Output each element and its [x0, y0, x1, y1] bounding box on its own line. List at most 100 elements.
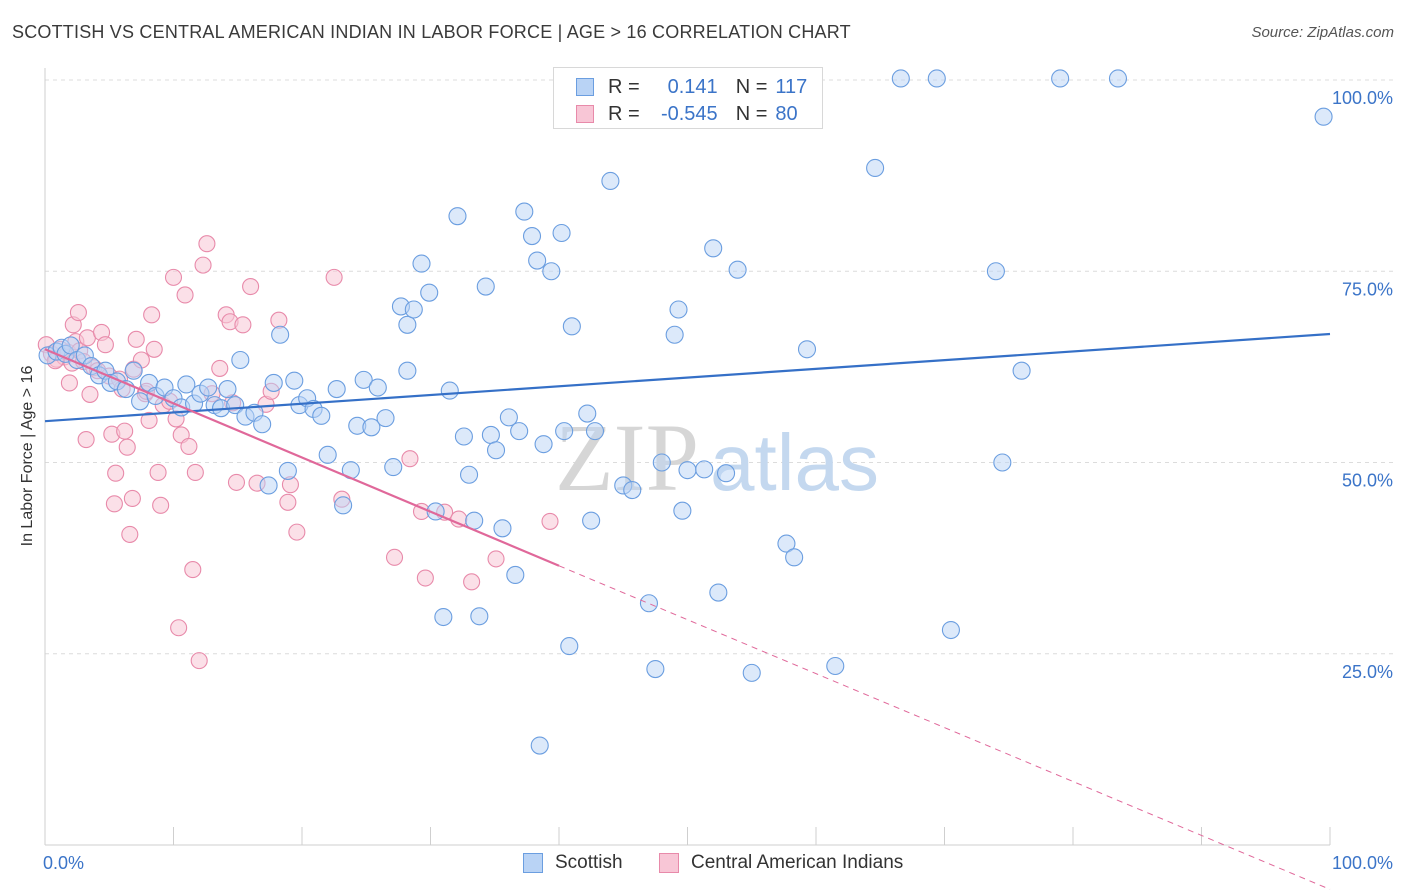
legend-item-central[interactable]: Central American Indians — [659, 852, 903, 874]
scottish-point — [454, 427, 473, 446]
scottish-point — [669, 300, 688, 319]
scottish-point — [986, 262, 1005, 281]
legend-label-central: Central American Indians — [691, 852, 904, 873]
scottish-point — [530, 736, 549, 755]
scottish-point — [927, 69, 946, 88]
central-point — [288, 523, 306, 541]
scottish-point — [528, 251, 547, 270]
scottish-point — [131, 392, 150, 411]
r-value: -0.545 — [660, 102, 718, 125]
scottish-point — [398, 361, 417, 380]
scottish-point — [448, 207, 467, 226]
scottish-point — [404, 300, 423, 319]
scottish-point — [124, 361, 143, 380]
n-value: 117 — [775, 75, 808, 98]
scottish-point — [368, 378, 387, 397]
scottish-point — [470, 607, 489, 626]
scottish-point — [1012, 361, 1031, 380]
central-point — [385, 548, 404, 566]
central-point — [164, 268, 183, 286]
central-point — [416, 569, 434, 587]
watermark: ZIP atlas — [555, 404, 879, 511]
central-point — [211, 359, 229, 377]
central-point — [401, 450, 419, 468]
scottish-point — [562, 317, 581, 336]
scottish-point — [866, 158, 885, 178]
gridlines — [45, 79, 1393, 655]
scottish-point — [259, 476, 278, 495]
legend-row-central: R = -0.545 N = 80 — [576, 103, 798, 125]
scottish-point — [560, 637, 579, 656]
scottish-point — [652, 453, 671, 472]
scottish-point — [891, 69, 910, 88]
r-label: R = — [608, 102, 640, 125]
scottish-point — [1051, 69, 1070, 88]
central-point — [116, 422, 134, 440]
scottish-point — [797, 340, 817, 359]
scottish-point — [481, 425, 500, 445]
legend-label-scottish: Scottish — [555, 852, 623, 873]
scottish-point — [253, 415, 272, 434]
central-swatch — [659, 853, 679, 873]
scottish-point — [542, 262, 561, 281]
scottish-point — [264, 373, 283, 392]
scottish-point — [398, 315, 417, 334]
trend-lines — [44, 332, 1331, 890]
scottish-point — [578, 404, 597, 423]
scottish-point — [515, 202, 534, 221]
central-point — [198, 235, 216, 253]
legend-row-scottish: R = 0.141 N = 117 — [576, 76, 807, 98]
central-point — [194, 256, 212, 274]
central-point — [60, 374, 78, 392]
central-point — [487, 550, 505, 568]
central-point — [463, 573, 481, 591]
scottish-point — [585, 422, 605, 441]
central-point — [180, 437, 198, 455]
central-point — [140, 411, 158, 429]
scottish-point — [716, 464, 736, 483]
scottish-swatch — [576, 78, 594, 96]
chart-source: Source: ZipAtlas.com — [1251, 24, 1394, 41]
legend-item-scottish[interactable]: Scottish — [523, 852, 623, 874]
scottish-point — [510, 422, 529, 441]
central-point — [107, 464, 125, 482]
central-point — [145, 340, 163, 358]
tick-labels: 25.0% 50.0% 75.0% 100.0% 0.0% 100.0% — [43, 88, 1393, 873]
scottish-point — [434, 607, 453, 627]
scottish-point — [785, 548, 804, 567]
central-point — [118, 438, 136, 456]
central-point — [170, 619, 188, 637]
scottish-point — [459, 465, 479, 484]
central-point — [123, 489, 141, 508]
scottish-point — [412, 254, 431, 273]
central-point — [541, 512, 559, 530]
scottish-point — [493, 519, 512, 538]
scottish-point — [312, 406, 331, 425]
scottish-point — [199, 378, 218, 397]
scottish-point — [673, 501, 692, 520]
central-point — [190, 652, 208, 670]
scottish-point — [486, 441, 506, 460]
scottish-point — [678, 461, 697, 480]
scottish-point — [334, 496, 353, 515]
scottish-point — [354, 370, 373, 389]
scottish-point — [376, 409, 395, 428]
scottish-point — [826, 656, 845, 676]
central-swatch — [576, 105, 594, 123]
scottish-point — [555, 422, 574, 441]
scottish-point — [665, 325, 684, 344]
scottish-point — [177, 375, 196, 394]
scottish-point — [582, 511, 601, 530]
scottish-point — [384, 458, 403, 477]
scottish-point — [695, 460, 714, 479]
scottish-point — [318, 445, 337, 464]
scottish-point — [623, 480, 642, 500]
n-label: N = — [735, 75, 768, 98]
central-point — [96, 336, 114, 354]
y-tick-label: 75.0% — [1342, 279, 1393, 299]
scottish-point — [941, 620, 960, 640]
central-point — [143, 306, 161, 324]
scottish-point — [742, 663, 761, 682]
central-trend-extension — [558, 565, 1331, 890]
